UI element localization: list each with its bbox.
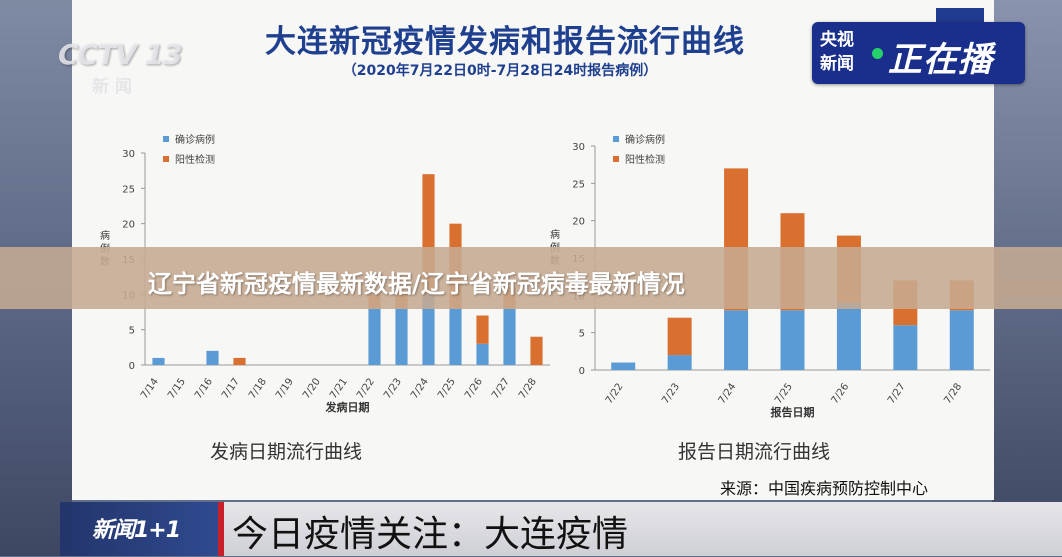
legend-label: 阳性检测 — [625, 153, 665, 166]
x-tick-label: 7/22 — [355, 376, 377, 401]
y-tick-label: 20 — [572, 217, 585, 228]
headline-banner-text: 辽宁省新冠疫情最新数据/辽宁省新冠病毒最新情况 — [148, 270, 685, 298]
y-tick-label: 0 — [579, 366, 585, 377]
x-tick-label: 7/24 — [409, 376, 431, 401]
bar-confirmed — [503, 308, 516, 365]
bar-confirmed — [422, 294, 435, 365]
y-tick-label: 25 — [572, 179, 585, 190]
bar-confirmed — [949, 310, 974, 370]
bar-confirmed — [152, 357, 165, 365]
y-tick-label: 30 — [122, 149, 135, 160]
bar-confirmed — [611, 362, 636, 370]
report-chart-caption: 报告日期流行曲线 — [678, 441, 831, 463]
report-chart: 051015202530病例数7/227/237/247/257/267/277… — [550, 133, 990, 419]
bar-confirmed — [449, 308, 462, 365]
x-tick-label: 7/19 — [274, 376, 296, 401]
y-tick-label: 5 — [129, 326, 135, 337]
y-tick-label: 0 — [129, 361, 135, 372]
x-tick-label: 7/23 — [382, 376, 404, 401]
y-tick-label: 25 — [122, 184, 135, 195]
x-tick-label: 7/17 — [220, 376, 242, 401]
y-axis-label: 病 — [100, 229, 110, 242]
x-tick-label: 7/28 — [942, 381, 964, 406]
legend-swatch — [613, 156, 619, 162]
bar-confirmed — [368, 308, 381, 365]
bar-confirmed — [780, 310, 805, 370]
x-axis-label: 报告日期 — [771, 405, 815, 419]
x-tick-label: 7/22 — [604, 381, 626, 406]
x-tick-label: 7/26 — [829, 381, 851, 406]
x-tick-label: 7/20 — [301, 376, 323, 401]
y-tick-label: 30 — [572, 142, 585, 153]
live-badge-channel: 央视 新闻 — [820, 28, 866, 76]
lower-third-text: 今日疫情关注：大连疫情 — [232, 514, 629, 555]
slide-title: 大连新冠疫情发病和报告流行曲线 — [265, 24, 745, 60]
x-tick-label: 7/28 — [517, 376, 539, 401]
live-dot-icon — [872, 48, 883, 59]
legend-label: 确诊病例 — [625, 133, 665, 146]
lower-third — [60, 502, 1062, 556]
onset-chart-caption: 发病日期流行曲线 — [210, 441, 363, 463]
bar-positive-test — [476, 315, 489, 344]
bar-positive-test — [233, 357, 246, 365]
x-axis-label: 发病日期 — [325, 400, 370, 414]
x-tick-label: 7/23 — [660, 381, 682, 406]
lower-third-logo-text: 新闻1+1 — [92, 518, 181, 543]
bar-positive-test — [530, 336, 543, 365]
bar-confirmed — [836, 302, 861, 370]
live-tag-strip — [936, 8, 984, 22]
bar-confirmed — [893, 325, 918, 370]
x-tick-label: 7/14 — [139, 376, 161, 401]
legend-swatch — [613, 136, 619, 142]
live-badge-main: 正在播 — [888, 40, 993, 80]
legend-label: 阳性检测 — [175, 153, 215, 166]
y-axis-label: 病 — [550, 228, 560, 241]
bar-confirmed — [206, 350, 219, 365]
bar-confirmed — [667, 355, 692, 370]
bar-confirmed — [395, 308, 408, 365]
live-badge: 央视 新闻 正在播 — [812, 22, 1025, 84]
bar-positive-test — [667, 317, 692, 356]
legend-label: 确诊病例 — [175, 133, 215, 146]
x-tick-label: 7/24 — [717, 381, 739, 406]
live-badge-line1: 央视 — [820, 30, 854, 50]
legend-swatch — [163, 156, 169, 162]
x-tick-label: 7/16 — [193, 376, 215, 401]
x-tick-label: 7/27 — [886, 381, 908, 406]
y-tick-label: 20 — [122, 220, 135, 231]
x-tick-label: 7/27 — [490, 376, 512, 401]
headline-banner — [0, 247, 1062, 309]
x-tick-label: 7/15 — [166, 376, 188, 401]
x-tick-label: 7/25 — [436, 376, 458, 401]
y-tick-label: 5 — [579, 329, 585, 340]
bar-confirmed — [476, 343, 489, 365]
cctv-logo: CCTV 13 — [58, 38, 183, 71]
live-badge-line2: 新闻 — [820, 54, 854, 74]
slide-subtitle: （2020年7月22日0时-7月28日24时报告病例） — [342, 63, 658, 79]
x-tick-label: 7/26 — [463, 376, 485, 401]
source-note: 来源：中国疾病预防控制中心 — [720, 479, 929, 498]
legend-swatch — [163, 136, 169, 142]
lower-third-accent — [218, 502, 224, 556]
bar-confirmed — [724, 310, 749, 370]
x-tick-label: 7/25 — [773, 381, 795, 406]
x-tick-label: 7/21 — [328, 376, 350, 401]
x-tick-label: 7/18 — [247, 376, 269, 401]
cctv-logo-sub: 新闻 — [92, 77, 138, 97]
lower-third-logo — [60, 502, 218, 556]
